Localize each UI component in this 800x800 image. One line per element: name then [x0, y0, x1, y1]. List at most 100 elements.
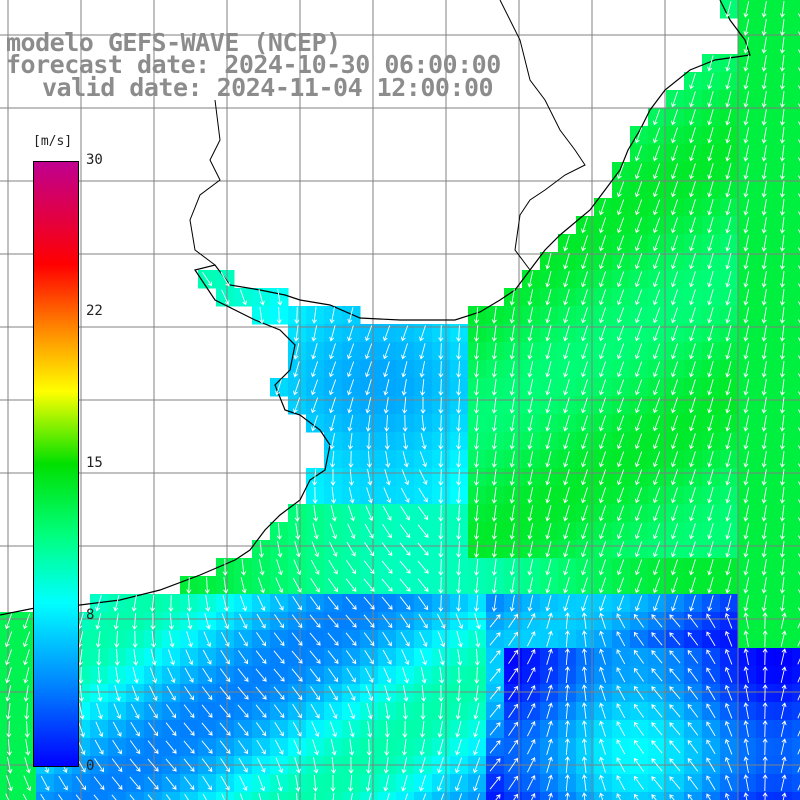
wind-arrow — [456, 432, 462, 450]
wind-arrow — [707, 235, 714, 252]
wind-arrow — [761, 451, 767, 468]
wind-arrow — [401, 361, 408, 378]
wind-cell — [792, 378, 800, 397]
wind-arrow — [508, 703, 518, 718]
wind-arrow — [761, 433, 767, 450]
wind-cell — [666, 792, 685, 800]
wind-arrow — [273, 650, 285, 664]
wind-arrow — [473, 450, 480, 468]
wind-arrow — [581, 756, 587, 773]
wind-arrow — [527, 433, 534, 450]
wind-arrow — [634, 271, 643, 288]
wind-arrow — [222, 558, 228, 576]
wind-arrow — [762, 774, 768, 792]
wind-arrow — [310, 379, 319, 396]
wind-arrow — [652, 397, 661, 414]
wind-arrow — [779, 523, 785, 540]
wind-arrow — [402, 685, 409, 702]
wind-arrow — [725, 469, 732, 486]
wind-arrow — [456, 324, 462, 342]
wind-arrow — [421, 415, 427, 432]
wind-arrow — [330, 775, 336, 792]
wind-arrow — [616, 289, 625, 306]
wind-arrow — [527, 271, 534, 288]
wind-arrow — [418, 487, 428, 503]
wind-arrow — [707, 361, 714, 378]
wind-arrow — [652, 217, 661, 234]
wind-arrow — [761, 307, 767, 324]
wind-arrow — [797, 409, 800, 414]
wind-arrow — [365, 775, 371, 792]
wind-arrow — [401, 649, 410, 666]
wind-arrow — [5, 685, 12, 702]
wind-arrow — [386, 793, 390, 800]
wind-arrow — [328, 668, 339, 683]
wind-arrow — [581, 541, 588, 558]
wind-arrow — [401, 379, 407, 396]
wind-arrow — [421, 684, 427, 702]
wind-arrow — [473, 739, 481, 756]
wind-arrow — [762, 630, 768, 648]
wind-arrow — [563, 415, 570, 432]
wind-arrow — [707, 559, 714, 576]
wind-arrow — [363, 632, 375, 647]
wind-arrow — [419, 775, 426, 792]
wind-arrow — [743, 523, 750, 540]
wind-arrow — [652, 235, 661, 252]
wind-arrow — [527, 577, 534, 594]
wind-arrow — [491, 343, 497, 360]
wind-arrow — [743, 163, 750, 180]
wind-arrow — [797, 553, 800, 558]
wind-cell — [36, 792, 55, 800]
wind-arrow — [509, 469, 515, 486]
wind-arrow — [454, 757, 463, 774]
wind-arrow — [440, 793, 445, 800]
wind-arrow — [779, 361, 785, 378]
wind-arrow — [401, 343, 408, 360]
wind-arrow — [545, 523, 552, 540]
wind-arrow — [293, 379, 301, 396]
wind-arrow — [237, 704, 249, 718]
wind-arrow — [797, 301, 800, 306]
wind-arrow — [491, 325, 497, 342]
wind-arrow — [438, 684, 444, 702]
wind-arrow — [743, 738, 749, 755]
wind-arrow — [312, 468, 318, 486]
wind-arrow — [239, 595, 248, 612]
wind-arrow — [422, 793, 427, 800]
wind-arrow — [689, 91, 696, 108]
wind-arrow — [95, 613, 102, 630]
wind-arrow — [581, 505, 588, 522]
wind-arrow — [563, 541, 570, 558]
wind-arrow — [671, 397, 679, 414]
wind-arrow — [599, 307, 607, 324]
wind-arrow — [599, 720, 606, 737]
wind-arrow — [383, 775, 390, 792]
wind-cell — [0, 792, 19, 800]
wind-arrow — [346, 541, 356, 557]
wind-arrow — [130, 721, 140, 737]
wind-arrow — [762, 738, 768, 756]
wind-arrow — [491, 559, 497, 576]
wind-arrow — [689, 253, 696, 270]
wind-arrow — [689, 73, 696, 90]
wind-arrow — [166, 685, 176, 701]
wind-arrow — [743, 127, 750, 144]
wind-arrow — [329, 433, 336, 450]
wind-arrow — [419, 649, 428, 666]
wind-arrow — [743, 19, 750, 36]
wind-arrow — [401, 469, 410, 486]
wind-arrow — [309, 650, 321, 664]
wind-arrow — [743, 792, 749, 800]
wind-arrow — [347, 379, 355, 396]
wind-cell — [630, 792, 649, 800]
wind-arrow — [327, 614, 339, 628]
wind-arrow — [402, 414, 408, 432]
wind-arrow — [671, 559, 679, 576]
wind-arrow — [25, 739, 31, 756]
wind-arrow — [384, 469, 391, 486]
wind-arrow — [706, 613, 716, 629]
wind-arrow — [509, 559, 515, 576]
wind-arrow — [652, 343, 661, 360]
wind-arrow — [652, 109, 661, 126]
